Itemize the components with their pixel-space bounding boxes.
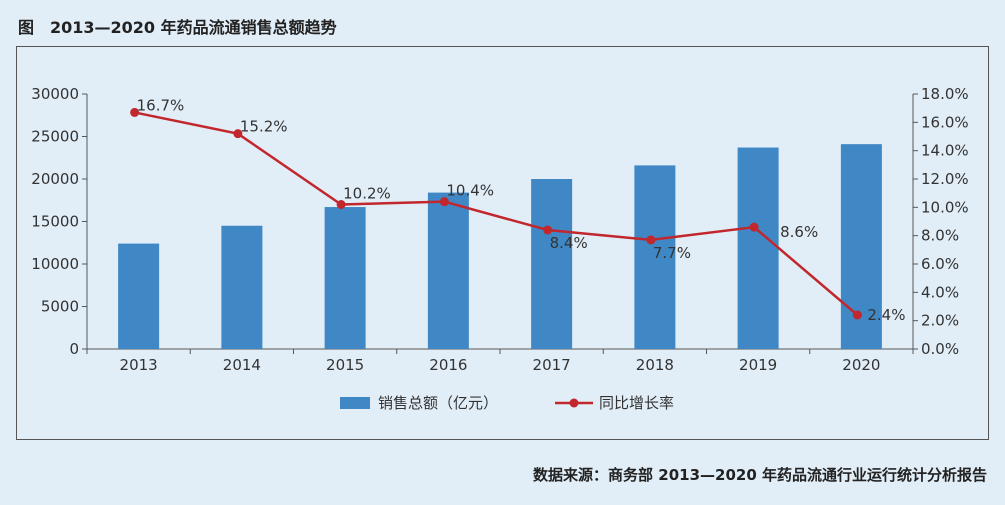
bar-2015 (324, 207, 366, 349)
legend-line-marker (569, 398, 579, 408)
bar-2013 (118, 243, 160, 349)
legend-line-label: 同比增长率 (599, 394, 674, 412)
growth-rate-label-2018: 7.7% (653, 244, 691, 262)
growth-rate-label-2019: 8.6% (780, 223, 818, 241)
bar-2018 (634, 165, 676, 349)
growth-rate-label-2017: 8.4% (550, 234, 588, 252)
growth-rate-point-2019 (749, 222, 759, 232)
bar-2016 (427, 192, 469, 349)
growth-rate-line (134, 111, 859, 316)
left-axis-tick-label: 15000 (31, 213, 79, 231)
x-axis-tick-label: 2013 (120, 356, 158, 374)
bar-2019 (737, 147, 779, 349)
growth-rate-label-2020: 2.4% (867, 306, 905, 324)
legend-bar-swatch (340, 397, 370, 409)
x-axis-tick-label: 2017 (533, 356, 571, 374)
right-axis-tick-label: 0.0% (921, 340, 959, 358)
figure-title: 图 2013—2020 年药品流通销售总额趋势 (18, 18, 337, 37)
data-source-note: 数据来源：商务部 2013—2020 年药品流通行业运行统计分析报告 (533, 466, 987, 484)
growth-rate-point-2016 (439, 197, 449, 207)
left-axis-tick-label: 30000 (31, 85, 79, 103)
bar-2014 (221, 225, 263, 349)
left-axis-tick-label: 20000 (31, 170, 79, 188)
right-axis-tick-label: 18.0% (921, 85, 969, 103)
bar-2017 (531, 179, 573, 349)
x-axis-tick-label: 2018 (636, 356, 674, 374)
growth-rate-point-2020 (852, 310, 862, 320)
x-axis-tick-label: 2020 (842, 356, 880, 374)
x-axis-tick-label: 2015 (326, 356, 364, 374)
growth-rate-point-2017 (543, 225, 553, 235)
right-axis-tick-label: 16.0% (921, 113, 969, 131)
right-axis-tick-label: 14.0% (921, 142, 969, 160)
left-axis-tick-label: 5000 (41, 298, 79, 316)
left-axis-tick-label: 10000 (31, 255, 79, 273)
right-axis-tick-label: 4.0% (921, 283, 959, 301)
x-axis-tick-label: 2014 (223, 356, 261, 374)
right-axis-tick-label: 6.0% (921, 255, 959, 273)
right-axis-tick-label: 10.0% (921, 198, 969, 216)
growth-rate-point-2014 (233, 129, 243, 139)
growth-rate-point-2018 (646, 235, 656, 245)
x-axis-tick-label: 2019 (739, 356, 777, 374)
left-axis-tick-label: 0 (69, 340, 79, 358)
growth-rate-point-2015 (336, 200, 346, 209)
growth-rate-label-2013: 16.7% (137, 96, 185, 114)
legend-bar-label: 销售总额（亿元） (378, 394, 498, 412)
growth-rate-label-2014: 15.2% (240, 118, 288, 136)
growth-rate-label-2015: 10.2% (343, 185, 391, 203)
right-axis-tick-label: 8.0% (921, 227, 959, 245)
growth-rate-point-2013 (130, 107, 140, 117)
chart-panel (16, 46, 989, 440)
x-axis-tick-label: 2016 (429, 356, 467, 374)
right-axis-tick-label: 2.0% (921, 312, 959, 330)
growth-rate-label-2016: 10.4% (446, 182, 494, 200)
left-axis-tick-label: 25000 (31, 128, 79, 146)
right-axis-tick-label: 12.0% (921, 170, 969, 188)
